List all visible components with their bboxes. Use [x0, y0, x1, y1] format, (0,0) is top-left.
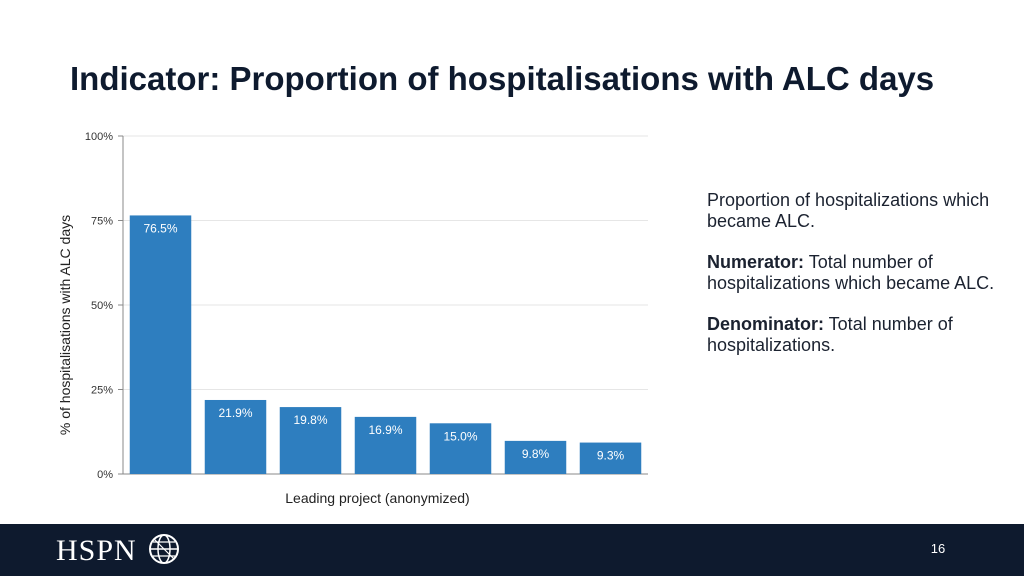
bar — [279, 407, 342, 474]
data-label: 9.8% — [522, 447, 550, 461]
bar — [429, 423, 492, 474]
footer-bar: HSPN 16 — [0, 524, 1024, 576]
y-tick-label: 50% — [91, 300, 113, 312]
data-label: 16.9% — [368, 423, 402, 437]
hspn-logo: HSPN — [56, 534, 137, 567]
y-axis-title: % of hospitalisations with ALC days — [57, 215, 73, 435]
page-number: 16 — [930, 541, 946, 556]
denominator-text: Total number of hospitalizations. — [707, 314, 953, 355]
bar-chart: 0% 25% 50% 75% 100% 76.5% 21.9% 19.8% 16.9% 15.0%… — [57, 131, 648, 506]
indicator-description: Proportion of hospitalizations which bec… — [707, 190, 997, 376]
bar — [129, 215, 192, 474]
bar — [504, 440, 567, 474]
y-tick-label: 100% — [85, 131, 113, 143]
numerator-label: Numerator: — [707, 252, 805, 272]
bar — [579, 442, 642, 474]
numerator-text: Total number of hospitalizations which b… — [707, 252, 995, 293]
y-tick-label: 25% — [91, 385, 113, 397]
bar — [354, 416, 417, 474]
denominator-label: Denominator: — [707, 314, 824, 334]
denominator-definition: Denominator: Total number of hospitaliza… — [707, 314, 997, 356]
numerator-definition: Numerator: Total number of hospitalizati… — [707, 252, 997, 294]
y-tick-label: 75% — [91, 216, 113, 228]
description-intro: Proportion of hospitalizations which bec… — [707, 190, 990, 231]
data-label: 19.8% — [293, 413, 327, 427]
y-tick-label: 0% — [97, 469, 113, 481]
data-label: 76.5% — [143, 221, 177, 235]
bar — [204, 399, 267, 474]
slide-title: Indicator: Proportion of hospitalisation… — [70, 60, 935, 97]
data-label: 15.0% — [443, 429, 477, 443]
globe-icon — [149, 534, 179, 564]
data-label: 21.9% — [218, 406, 252, 420]
data-label: 9.3% — [597, 449, 625, 463]
x-axis-title: Leading project (anonymized) — [285, 490, 469, 506]
